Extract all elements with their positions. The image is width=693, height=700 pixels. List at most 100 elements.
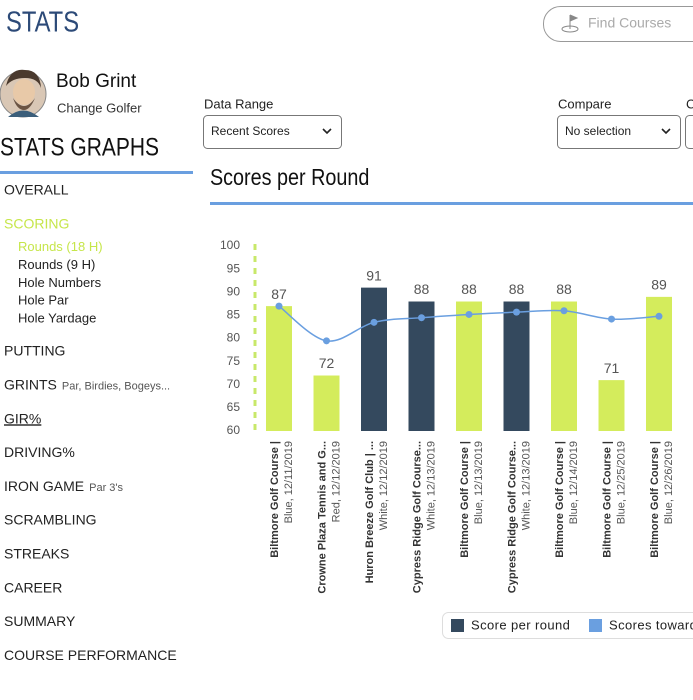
nav-item[interactable]: CAREER [4, 579, 62, 595]
change-golfer[interactable]: Change Golfer [57, 100, 142, 115]
y-tick-label: 60 [227, 423, 241, 437]
data-label: 71 [604, 360, 620, 376]
nav-item[interactable]: SUMMARY [4, 613, 76, 629]
category-detail: Blue, 12/26/2019 [663, 441, 675, 524]
select-value: Recent Scores [211, 124, 290, 138]
select[interactable] [557, 115, 681, 149]
category-name: Crowne Plaza Tennis and G... [316, 441, 328, 594]
y-tick-label: 95 [227, 261, 241, 275]
nav-subitem[interactable]: Hole Par [18, 293, 69, 308]
nav-subitem[interactable]: Hole Numbers [18, 275, 102, 290]
trend-point [465, 310, 473, 318]
select-arrow [322, 128, 332, 135]
select[interactable] [685, 115, 693, 149]
data-label: 72 [319, 355, 335, 371]
category-name: Biltmore Golf Course | [269, 441, 281, 558]
x-tick-label: Cypress Ridge Golf Course... White, 12/13… [411, 441, 437, 593]
search-box[interactable] [543, 6, 693, 42]
y-tick-label: 70 [227, 377, 241, 391]
sidebar-underline [0, 171, 193, 174]
category-name: Biltmore Golf Course | [649, 441, 661, 558]
legend-swatch [451, 619, 464, 632]
nav-subitem[interactable]: Rounds (9 H) [18, 257, 95, 272]
trend-point [323, 337, 330, 345]
bar[interactable] [551, 301, 577, 432]
chart-title-underline [210, 202, 693, 205]
select-arrow [661, 128, 671, 135]
bar[interactable] [313, 375, 340, 432]
nav-subitem[interactable]: Hole Yardage [18, 310, 96, 325]
trend-point [655, 312, 663, 320]
nav-item[interactable]: SCORING [4, 216, 69, 232]
bar[interactable] [266, 306, 292, 431]
nav-item[interactable]: PUTTING [4, 343, 65, 359]
y-tick-label: 80 [227, 331, 241, 345]
category-name: Biltmore Golf Course | [459, 441, 471, 558]
bar[interactable] [456, 301, 482, 432]
category-detail: White, 12/12/2019 [378, 441, 390, 530]
x-tick-label: Biltmore Golf Course | Blue, 12/14/2019 [554, 441, 580, 558]
trend-point [275, 302, 283, 310]
category-name: Cypress Ridge Golf Course... [506, 441, 518, 593]
golfer-name: Bob Grint [56, 71, 137, 92]
nav-item-note: Par, Birdies, Bogeys... [62, 381, 170, 393]
x-tick-label: Cypress Ridge Golf Course... White, 12/13… [506, 441, 532, 593]
bar[interactable] [408, 301, 435, 432]
nav-item[interactable]: OVERALL [4, 182, 69, 198]
category-detail: White, 12/13/2019 [425, 441, 437, 530]
data-label: 88 [509, 281, 525, 297]
category-detail: Red, 12/12/2019 [330, 441, 342, 522]
bar[interactable] [361, 287, 387, 431]
search-placeholder: Find Courses [588, 15, 671, 31]
page-title: STATS [6, 5, 79, 38]
category-detail: Blue, 12/11/2019 [283, 441, 295, 523]
x-tick-label: Biltmore Golf Course | Blue, 12/25/2019 [601, 441, 627, 558]
category-detail: Blue, 12/14/2019 [568, 441, 580, 524]
data-label: 89 [651, 277, 667, 293]
category-name: Cypress Ridge Golf Course... [411, 441, 423, 593]
bar[interactable] [503, 301, 530, 432]
trend-point [513, 308, 520, 316]
x-tick-label: Crowne Plaza Tennis and G... Red, 12/12/2… [316, 441, 342, 594]
sidebar-title: STATS GRAPHS [0, 133, 159, 161]
bar[interactable] [598, 380, 625, 431]
nav-item[interactable]: STREAKS [4, 546, 69, 562]
category-name: Huron Breeze Golf Club | ... [364, 441, 376, 583]
nav-item[interactable]: IRON GAME [4, 478, 84, 494]
data-label: 91 [366, 267, 382, 283]
control-label: Compare [558, 96, 611, 111]
y-tick-label: 100 [220, 238, 240, 252]
data-label: 88 [414, 281, 430, 297]
avatar[interactable] [0, 69, 47, 118]
select-value: No selection [565, 124, 631, 138]
nav-item[interactable]: GIR% [4, 410, 41, 426]
y-tick-label: 85 [227, 308, 241, 322]
chart-title: Scores per Round [210, 165, 369, 191]
trend-point [560, 307, 568, 315]
nav-subitem[interactable]: Rounds (18 H) [18, 239, 103, 254]
data-label: 88 [461, 281, 477, 297]
category-detail: Blue, 12/13/2019 [473, 441, 485, 524]
trend-point [370, 318, 378, 326]
data-label: 87 [271, 286, 287, 302]
category-detail: White, 12/13/2019 [520, 441, 532, 530]
trend-point [418, 314, 425, 322]
x-tick-label: Biltmore Golf Course | Blue, 12/11/2019 [269, 441, 295, 558]
control-label: Data Range [204, 96, 273, 111]
trend-point [608, 315, 615, 323]
nav-item[interactable]: GRINTS [4, 377, 57, 393]
data-label: 88 [556, 281, 572, 297]
nav-item[interactable]: SCRAMBLING [4, 512, 97, 528]
x-tick-label: Biltmore Golf Course | Blue, 12/13/2019 [459, 441, 485, 558]
select[interactable] [203, 115, 342, 149]
nav-item[interactable]: COURSE PERFORMANCE [4, 647, 177, 663]
control-label: C [686, 96, 693, 111]
nav-item[interactable]: DRIVING% [4, 444, 75, 460]
y-tick-label: 90 [227, 284, 241, 298]
y-tick-label: 65 [227, 400, 241, 414]
category-name: Biltmore Golf Course | [554, 441, 566, 558]
search-icon [561, 14, 579, 33]
legend-box [442, 612, 693, 639]
